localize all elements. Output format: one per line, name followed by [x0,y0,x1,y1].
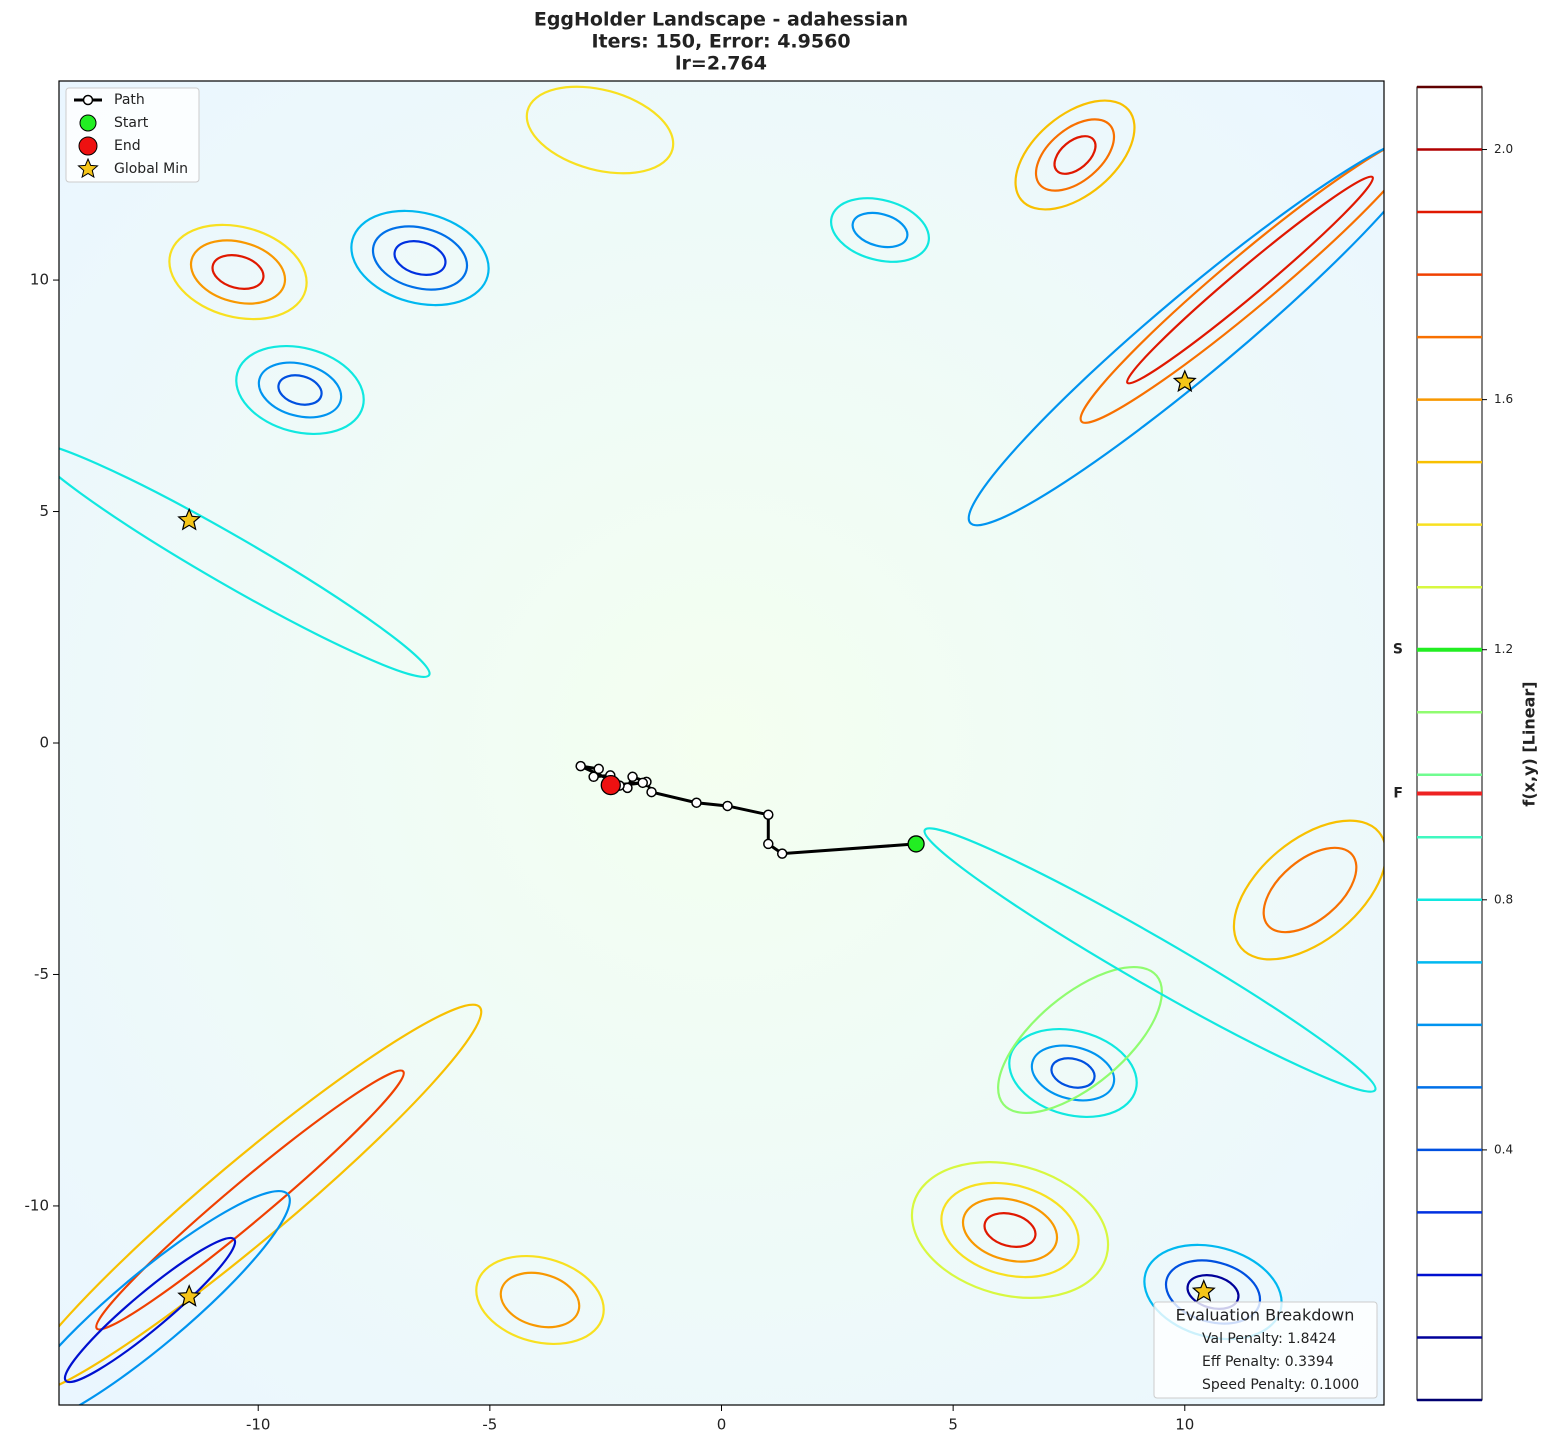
legend-label: End [114,138,141,154]
legend-label: Start [114,115,149,131]
x-tick-label: 0 [717,1416,727,1434]
breakdown-line: Val Penalty: 1.8424 [1202,1331,1336,1347]
breakdown-line: Eff Penalty: 0.3394 [1202,1354,1334,1370]
x-tick-label: 5 [948,1416,958,1434]
y-tick-label: 0 [39,734,49,752]
path-point [691,797,702,808]
y-tick-label: -5 [34,965,49,983]
path-point [588,771,599,783]
x-tick-label: 10 [1175,1416,1194,1434]
plot-background [59,81,1384,1405]
colorbar-tick-label: 2.0 [1494,142,1513,156]
legend-box [65,87,200,183]
chart-title: Iters: 150, Error: 4.9560 [591,31,850,53]
contour-decoration [59,85,1384,1405]
path-point [627,771,638,783]
colorbar-frame [1416,86,1483,1401]
colorbar-tick-label: 0.8 [1494,892,1513,906]
end-marker [600,774,621,796]
breakdown-title: Evaluation Breakdown [1176,1306,1355,1325]
colorbar-tick-label: 0.4 [1494,1142,1513,1156]
colorbar-tick-label: 1.2 [1494,642,1513,656]
legend-label: Path [114,92,145,108]
legend-label: Global Min [114,161,188,177]
chart-title: lr=2.764 [675,53,767,75]
legend-swatch [82,94,94,106]
y-tick-label: 5 [39,502,49,520]
start-marker [907,835,925,853]
x-tick-label: -10 [246,1416,271,1434]
colorbar-label: f(x,y) [Linear] [1520,681,1539,806]
colorbar-marker-label: F [1393,786,1403,802]
path-point [646,786,657,798]
y-tick-label: 10 [30,271,49,289]
colorbar-marker-label: S [1393,642,1403,658]
global-min-marker [177,507,202,531]
global-min-marker [1191,1279,1216,1302]
colorbar-tick-label: 1.6 [1494,392,1513,406]
path-point [593,763,604,775]
path-point [637,777,648,789]
path-point [722,800,733,812]
x-tick-label: -5 [482,1416,497,1434]
legend-swatch [78,136,98,156]
path-point [776,848,788,859]
chart-title: EggHolder Landscape - adahessian [534,9,908,31]
y-tick-label: -10 [25,1196,50,1214]
path-point [763,809,774,821]
breakdown-line: Speed Penalty: 0.1000 [1202,1377,1359,1393]
path-point [763,838,774,850]
legend-swatch [77,157,99,179]
global-min-marker [1172,369,1197,393]
path-point [575,760,586,772]
breakdown-box [1153,1301,1378,1399]
global-min-marker [177,1284,202,1307]
legend-swatch [79,114,97,132]
